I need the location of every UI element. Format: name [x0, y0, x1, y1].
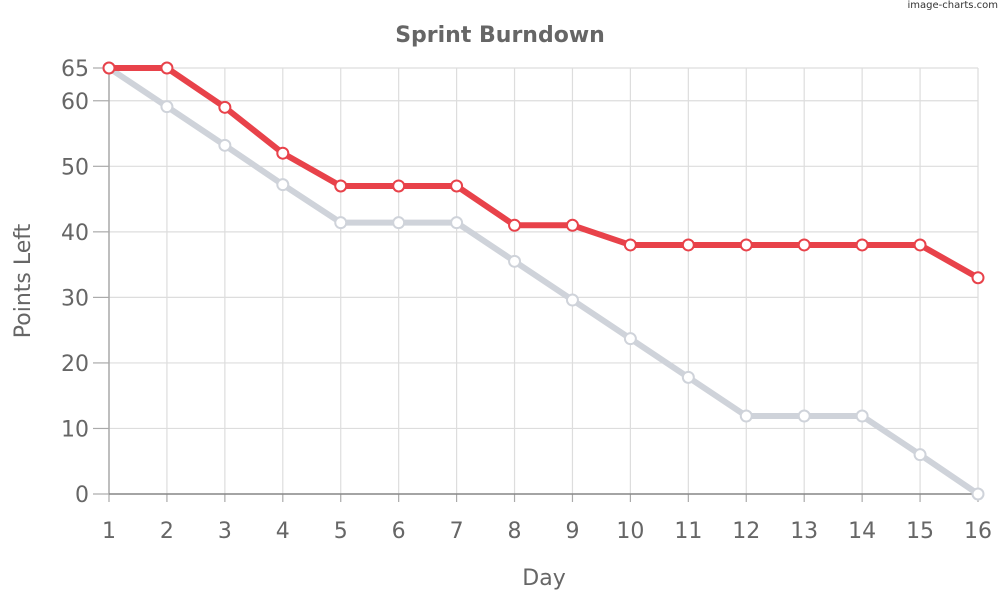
series-1-point [681, 370, 695, 384]
series-line-1 [106, 65, 981, 497]
series-1-point [450, 216, 464, 230]
series-2-point [334, 179, 348, 193]
x-tick-label: 14 [848, 519, 876, 544]
series-1-point [392, 216, 406, 230]
series-2-point [739, 238, 753, 252]
series-2-point [102, 61, 116, 75]
x-tick-label: 2 [160, 519, 174, 544]
series-1-point [739, 409, 753, 423]
series-2-point [855, 238, 869, 252]
series-1-point [565, 293, 579, 307]
x-tick-label: 15 [906, 519, 934, 544]
watermark: image-charts.com [907, 0, 999, 11]
series-2-point [681, 238, 695, 252]
x-tick-label: 10 [616, 519, 644, 544]
series-1-point [855, 409, 869, 423]
x-tick-label: 1 [102, 519, 116, 544]
x-tick-label: 4 [276, 519, 290, 544]
series-2-point [508, 218, 522, 232]
series-2-point [797, 238, 811, 252]
series-line-2 [106, 65, 981, 281]
x-tick-label: 6 [392, 519, 406, 544]
x-tick-label: 12 [732, 519, 760, 544]
series-2-point [450, 179, 464, 193]
series-1-point [276, 178, 290, 192]
y-tick-label: 40 [61, 221, 89, 246]
series-2-point [565, 218, 579, 232]
y-axis-label: Points Left [11, 223, 36, 338]
series-2-point [971, 271, 985, 285]
series-2-point [218, 100, 232, 114]
series-1-point [913, 448, 927, 462]
x-tick-label: 8 [508, 519, 522, 544]
series-1-point [797, 409, 811, 423]
series-2-point [623, 238, 637, 252]
y-tick-label: 50 [61, 155, 89, 180]
x-tick-label: 16 [964, 519, 992, 544]
y-tick-label: 20 [61, 352, 89, 377]
y-tick-label: 30 [61, 286, 89, 311]
series-1-point [623, 332, 637, 346]
y-tick-label: 10 [61, 417, 89, 442]
series-group [102, 61, 985, 501]
y-tick-label: 65 [61, 57, 89, 82]
series-2-point [392, 179, 406, 193]
chart-title: Sprint Burndown [395, 23, 605, 48]
series-1-point [160, 100, 174, 114]
x-tick-label: 5 [334, 519, 348, 544]
series-2-point [913, 238, 927, 252]
series-1-point [508, 254, 522, 268]
x-axis-label: Day [522, 566, 565, 591]
x-tick-label: 3 [218, 519, 232, 544]
series-1-point [971, 487, 985, 501]
x-tick-label: 9 [565, 519, 579, 544]
y-tick-label: 60 [61, 90, 89, 115]
series-1-point [218, 138, 232, 152]
series-1-point [334, 216, 348, 230]
series-2-point [276, 146, 290, 160]
x-tick-label: 13 [790, 519, 818, 544]
y-tick-label: 0 [75, 483, 89, 508]
series-2-point [160, 61, 174, 75]
x-tick-label: 7 [450, 519, 464, 544]
x-tick-label: 11 [674, 519, 702, 544]
